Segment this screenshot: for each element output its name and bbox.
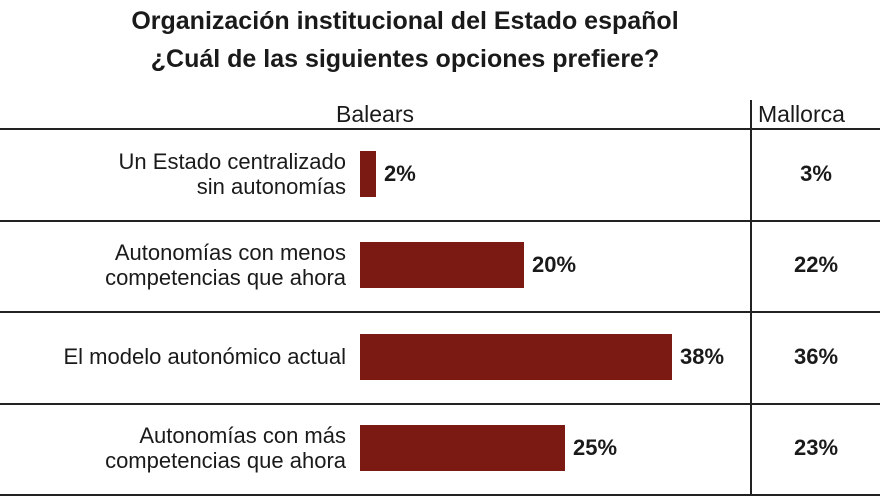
bar-balears — [360, 425, 565, 471]
category-label: El modelo autonómico actual — [6, 344, 347, 369]
value-label-mallorca: 3% — [800, 161, 832, 186]
bar-balears — [360, 334, 672, 380]
value-label-balears: 2% — [384, 161, 416, 186]
chart-subtitle: ¿Cuál de las siguientes opciones prefier… — [150, 45, 660, 73]
column-divider — [750, 100, 752, 495]
chart-title: Organización institucional del Estado es… — [131, 7, 679, 35]
value-label-mallorca: 22% — [793, 252, 839, 277]
row-divider — [0, 311, 880, 313]
category-label-line: sin autonomías — [196, 174, 346, 199]
category-label-line: El modelo autonómico actual — [63, 344, 347, 369]
category-label: Un Estado centralizado sin autonomías — [6, 149, 346, 199]
bar-balears — [360, 242, 524, 288]
row-divider — [0, 220, 880, 222]
category-label-line: Autonomías con más — [139, 423, 346, 448]
category-label-line: Autonomías con menos — [114, 240, 346, 265]
column-header-mallorca: Mallorca — [758, 101, 845, 127]
value-label-balears: 20% — [532, 252, 577, 277]
bar-balears — [360, 151, 377, 197]
value-label-mallorca: 36% — [793, 344, 839, 369]
category-label-line: competencias que ahora — [105, 265, 346, 290]
value-label-mallorca: 23% — [793, 435, 839, 460]
category-label: Autonomías con más competencias que ahora — [6, 423, 346, 473]
column-header-balears: Balears — [336, 101, 414, 127]
row-divider — [0, 403, 880, 405]
category-label-line: Un Estado centralizado — [118, 149, 346, 174]
category-label: Autonomías con menos competencias que aho… — [6, 240, 346, 290]
row-divider — [0, 128, 880, 130]
value-label-balears: 38% — [680, 344, 725, 369]
value-label-balears: 25% — [573, 435, 618, 460]
category-label-line: competencias que ahora — [105, 448, 346, 473]
